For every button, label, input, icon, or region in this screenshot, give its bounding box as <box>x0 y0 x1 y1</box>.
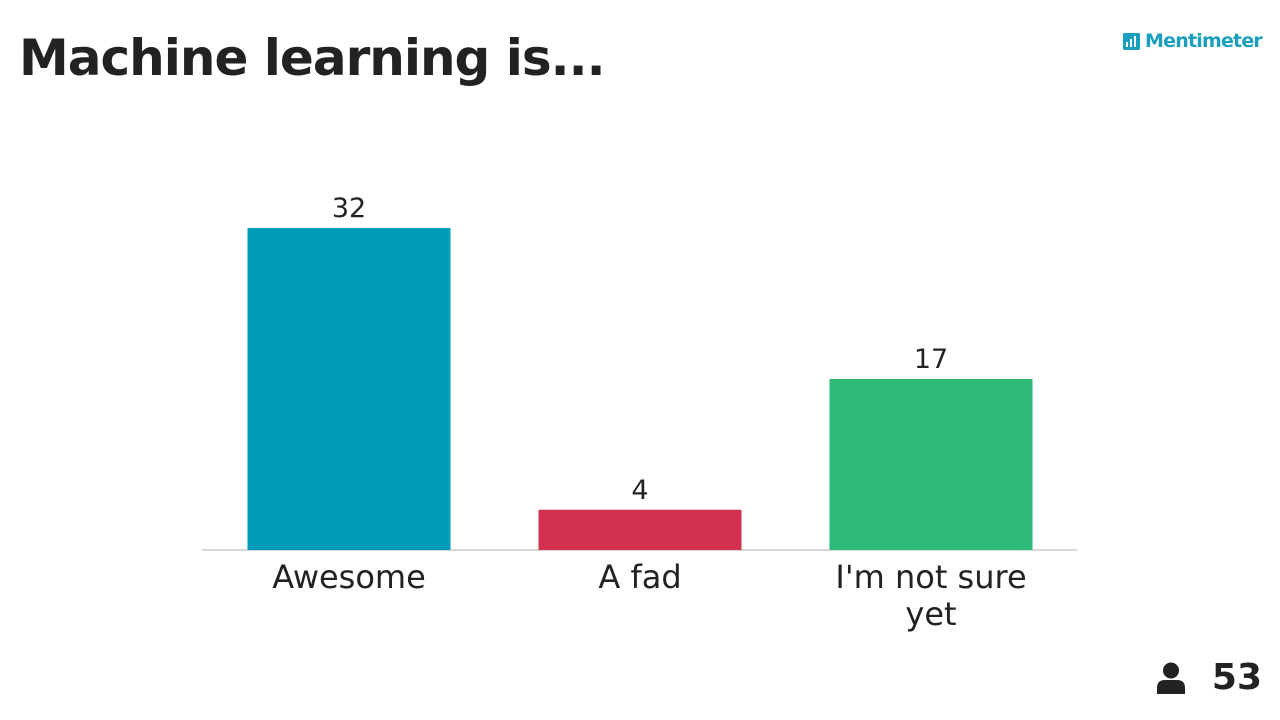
category-label-line: I'm not sure <box>835 558 1026 596</box>
category-label: A fad <box>598 558 681 596</box>
category-label: Awesome <box>272 558 426 596</box>
mentimeter-logo-icon <box>1123 32 1141 50</box>
bar-value-label: 4 <box>631 475 648 506</box>
participant-counter: 53 <box>1156 656 1262 700</box>
category-label: I'm not sure yet <box>835 558 1026 633</box>
person-icon <box>1156 662 1185 694</box>
bar-1 <box>247 228 451 550</box>
category-label-line: Awesome <box>272 558 426 596</box>
category-label-line: A fad <box>598 558 681 596</box>
bar-3 <box>829 378 1033 550</box>
bar-value-label: 32 <box>332 193 366 224</box>
category-label-line: yet <box>905 595 956 633</box>
brand-logo: Mentimeter <box>1123 30 1263 52</box>
bar-value-label: 17 <box>914 344 948 375</box>
participant-count: 53 <box>1211 657 1262 698</box>
bar-2 <box>538 509 742 550</box>
brand-name: Mentimeter <box>1145 30 1263 52</box>
slide-title: Machine learning is... <box>19 29 606 87</box>
bars-group: 32 Awesome 4 A fad 17 I'm not sure yet <box>247 193 1033 633</box>
